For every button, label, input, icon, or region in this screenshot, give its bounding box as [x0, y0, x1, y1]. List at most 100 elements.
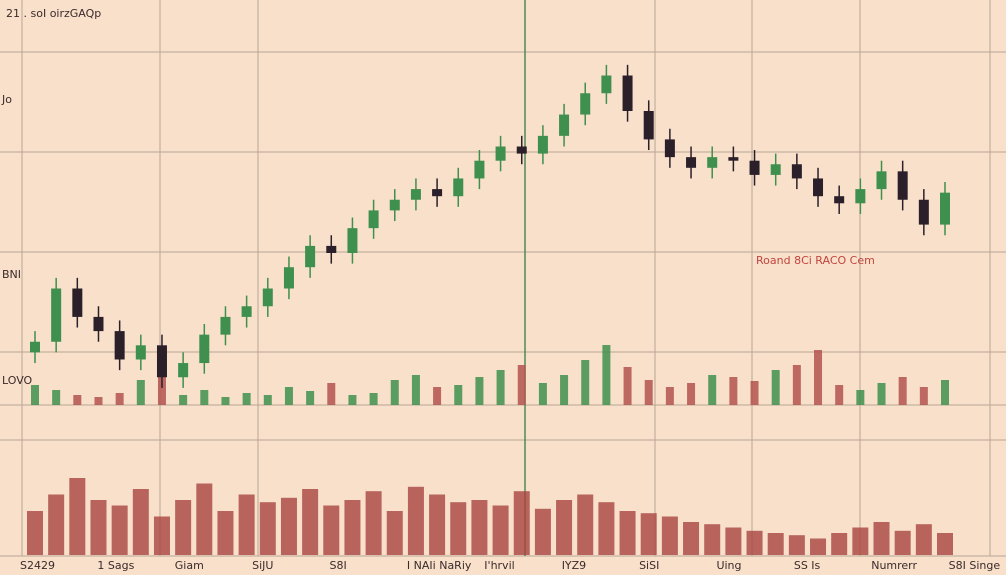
- candle-body: [262, 288, 273, 307]
- lower-bar: [48, 494, 65, 555]
- lower-bar: [746, 530, 763, 555]
- lower-bar: [619, 511, 636, 555]
- lower-bar: [365, 491, 382, 555]
- candle-body: [559, 114, 570, 136]
- candle-body: [876, 171, 887, 190]
- candle-body: [453, 178, 464, 197]
- candle-body: [940, 192, 950, 225]
- candle-body: [347, 228, 358, 253]
- lower-bar: [894, 530, 911, 555]
- volume-bar: [179, 395, 188, 405]
- volume-bar: [433, 387, 442, 405]
- x-label: S2429: [20, 559, 55, 572]
- volume-bar: [306, 391, 315, 405]
- lower-bar: [386, 511, 403, 555]
- volume-bar: [454, 385, 463, 405]
- volume-bar: [157, 375, 166, 405]
- candle-body: [791, 164, 802, 179]
- candle-body: [135, 345, 146, 360]
- volume-bar: [348, 395, 357, 405]
- volume-bar: [919, 387, 928, 405]
- volume-bar: [814, 350, 823, 405]
- x-label: I NAIi NaRiy: [407, 559, 472, 572]
- lower-bar: [577, 494, 594, 555]
- candle-body: [855, 189, 866, 204]
- candle-body: [93, 316, 104, 332]
- candle-body: [326, 245, 337, 253]
- volume-bar: [941, 380, 949, 405]
- candle-body: [474, 160, 485, 179]
- volume-bar: [390, 380, 399, 405]
- side-label: BNI: [2, 268, 21, 281]
- volume-bar: [31, 385, 39, 405]
- lower-bar: [810, 538, 827, 555]
- volume-bar: [284, 387, 293, 405]
- lower-bar: [937, 533, 953, 555]
- lower-bar: [831, 533, 848, 555]
- lower-bar: [132, 489, 149, 555]
- lower-bar: [852, 527, 869, 555]
- volume-bar: [73, 395, 82, 405]
- side-label: LOVO: [2, 374, 33, 387]
- candle-body: [643, 111, 654, 140]
- candle-body: [664, 139, 675, 158]
- x-label: S8I Singe: [949, 559, 1001, 572]
- volume-bar: [835, 385, 844, 405]
- lower-bar: [640, 513, 657, 555]
- lower-bar: [27, 511, 43, 555]
- lower-bar: [725, 527, 742, 555]
- lower-bar: [238, 494, 255, 555]
- lower-bar: [280, 497, 297, 555]
- candle-body: [495, 146, 506, 161]
- lower-bar: [873, 522, 890, 555]
- candle-body: [580, 93, 591, 115]
- volume-bar: [877, 383, 886, 405]
- lower-bar: [259, 502, 276, 555]
- volume-bar: [644, 380, 653, 405]
- lower-bar: [598, 502, 615, 555]
- volume-bar: [856, 390, 865, 405]
- x-label: S8I: [330, 559, 347, 572]
- candle-body: [834, 196, 845, 204]
- candle-body: [728, 157, 739, 161]
- volume-bar: [136, 380, 145, 405]
- lower-bar: [704, 524, 721, 555]
- candle-body: [199, 334, 210, 364]
- lower-bar: [90, 500, 107, 555]
- volume-bar: [221, 397, 230, 405]
- volume-bar: [94, 397, 103, 405]
- lower-bar: [534, 508, 551, 555]
- lower-bar: [344, 500, 361, 555]
- x-label: SiSI: [639, 559, 659, 572]
- lower-bar: [323, 505, 340, 555]
- candle-body: [686, 157, 697, 168]
- candle-body: [516, 146, 527, 154]
- candle-body: [410, 189, 421, 200]
- annotation: Roand 8Ci RACO Cem: [756, 254, 875, 267]
- volume-bar: [581, 360, 590, 405]
- lower-bar: [111, 505, 128, 555]
- lower-bar: [196, 483, 213, 555]
- candle-body: [537, 135, 548, 154]
- x-label: Numrerr: [871, 559, 917, 572]
- candle-body: [622, 75, 633, 111]
- lower-bar: [767, 533, 784, 555]
- candle-body: [30, 341, 40, 353]
- volume-bar: [708, 375, 717, 405]
- candle-body: [813, 178, 824, 197]
- candle-body: [156, 345, 167, 378]
- volume-bar: [602, 345, 611, 405]
- candle-body: [389, 199, 400, 211]
- lower-bar: [513, 491, 530, 555]
- volume-bar: [729, 377, 738, 405]
- volume-bar: [263, 395, 272, 405]
- lower-bar: [683, 522, 700, 555]
- volume-bar: [750, 381, 759, 405]
- volume-bar: [792, 365, 801, 405]
- volume-bar: [496, 370, 505, 405]
- volume-bar: [898, 377, 907, 405]
- lower-bar: [429, 494, 446, 555]
- candle-body: [220, 316, 231, 335]
